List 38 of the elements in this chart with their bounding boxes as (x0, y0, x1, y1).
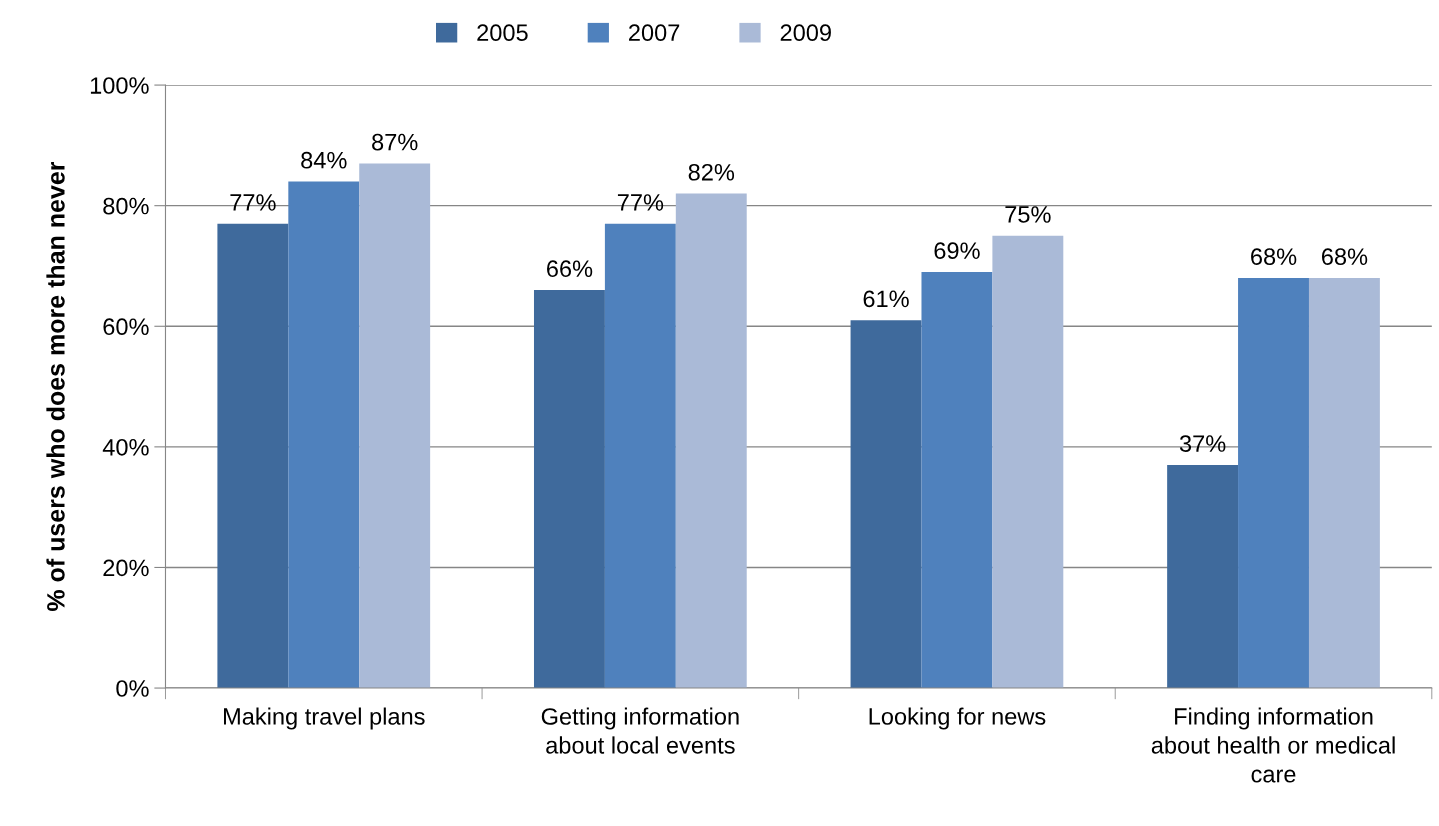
x-tick-label: Making travel plans (224, 707, 425, 730)
x-tick-label: Getting information about local events (541, 707, 739, 754)
bar (675, 193, 747, 689)
y-tick-label: 80% (103, 197, 149, 215)
bar (921, 272, 993, 689)
y-axis-title: % of users who does more than never (46, 161, 65, 611)
bar (1238, 278, 1309, 689)
y-tick-label: 0% (116, 680, 149, 697)
x-tick-label: Looking for news (869, 707, 1046, 730)
bar (217, 223, 289, 689)
data-label: 82% (688, 163, 735, 181)
bar (850, 320, 922, 689)
data-label: 87% (372, 133, 418, 151)
bar (1308, 278, 1380, 689)
y-tick-label: 40% (102, 438, 149, 456)
bar (604, 223, 676, 689)
y-tick-label: 60% (103, 318, 149, 336)
data-label: 69% (934, 242, 980, 259)
data-label: 77% (617, 194, 664, 211)
bar (359, 163, 431, 689)
x-tick-label: Finding information about health or medical care (1151, 707, 1395, 783)
y-tick-label: 100% (90, 77, 149, 94)
data-label: 37% (1179, 435, 1226, 452)
data-label: 68% (1251, 248, 1297, 266)
data-label: 84% (301, 151, 347, 169)
bar (533, 290, 605, 689)
data-label: 61% (863, 290, 909, 308)
bar (992, 235, 1064, 689)
data-label: 68% (1322, 248, 1368, 266)
data-label: 66% (547, 260, 593, 278)
legend-label: 2007 (629, 24, 680, 42)
bar (288, 181, 360, 689)
legend-label: 2005 (477, 24, 528, 42)
data-label: 75% (1005, 206, 1051, 223)
bar (1167, 464, 1239, 689)
y-tick-label: 20% (103, 559, 149, 577)
data-label: 77% (230, 194, 276, 211)
legend-label: 2009 (780, 24, 831, 42)
